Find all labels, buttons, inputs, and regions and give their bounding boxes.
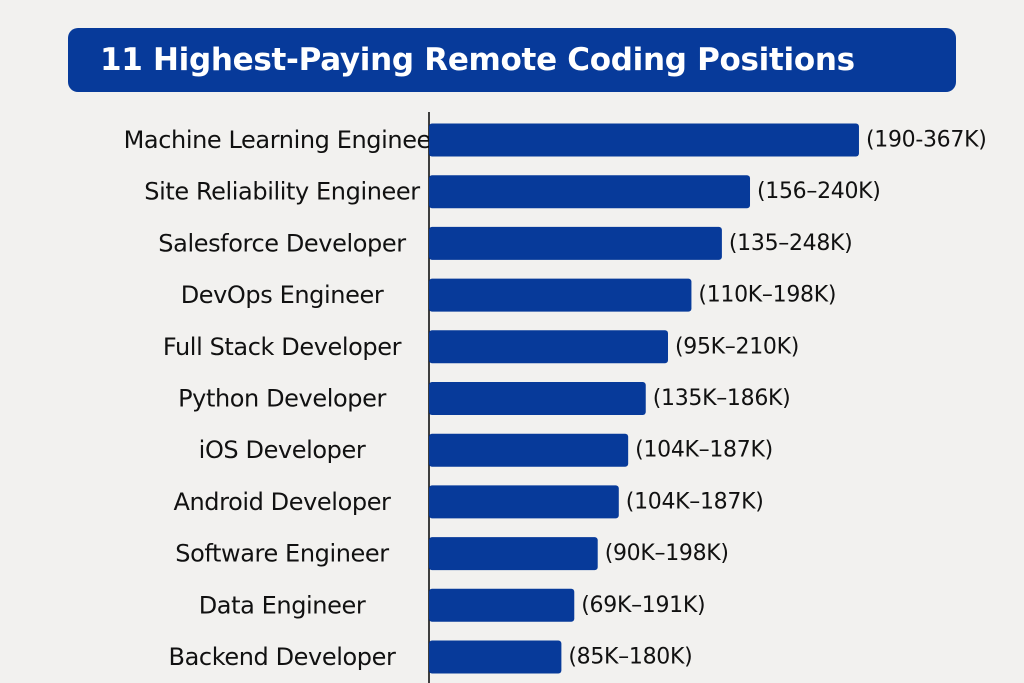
value-label: (95K–210K) [675, 334, 799, 359]
bar [429, 537, 598, 571]
bars [429, 123, 859, 674]
bar [429, 640, 562, 674]
chart-title: 11 Highest-Paying Remote Coding Position… [100, 42, 855, 78]
bar [429, 588, 575, 622]
bar [429, 278, 692, 312]
category-label: Salesforce Developer [158, 229, 406, 257]
value-label: (104K–187K) [635, 438, 773, 463]
value-label: (135K–186K) [653, 386, 791, 411]
category-label: Full Stack Developer [163, 333, 402, 361]
bar [429, 123, 859, 157]
value-label: (190-367K) [866, 128, 987, 153]
bar [429, 382, 646, 415]
value-label: (85K–180K) [568, 645, 692, 670]
bar [429, 330, 669, 364]
bar [429, 485, 619, 519]
bar [429, 433, 629, 467]
value-label: (135–248K) [729, 231, 853, 256]
bar [429, 175, 751, 209]
value-label: (104K–187K) [626, 489, 764, 514]
value-label: (90K–198K) [605, 541, 729, 566]
value-label: (110K–198K) [698, 283, 836, 308]
title-banner: 11 Highest-Paying Remote Coding Position… [68, 28, 956, 92]
value-label: (156–240K) [757, 179, 881, 204]
category-label: Machine Learning Engineer [124, 126, 441, 154]
category-label: DevOps Engineer [181, 281, 384, 309]
category-label: iOS Developer [199, 436, 366, 464]
category-label: Python Developer [178, 385, 386, 413]
category-label: Site Reliability Engineer [144, 178, 420, 206]
category-label: Android Developer [173, 488, 391, 516]
category-label: Backend Developer [169, 643, 396, 671]
category-labels: Machine Learning Engineer Site Reliabilit… [124, 126, 442, 671]
bar [429, 226, 722, 260]
value-label: (69K–191K) [581, 593, 705, 618]
category-label: Data Engineer [199, 591, 366, 619]
category-label: Software Engineer [175, 540, 389, 568]
value-labels: (190-367K) (156–240K) (135–248K) (110K–198K… [568, 128, 986, 670]
